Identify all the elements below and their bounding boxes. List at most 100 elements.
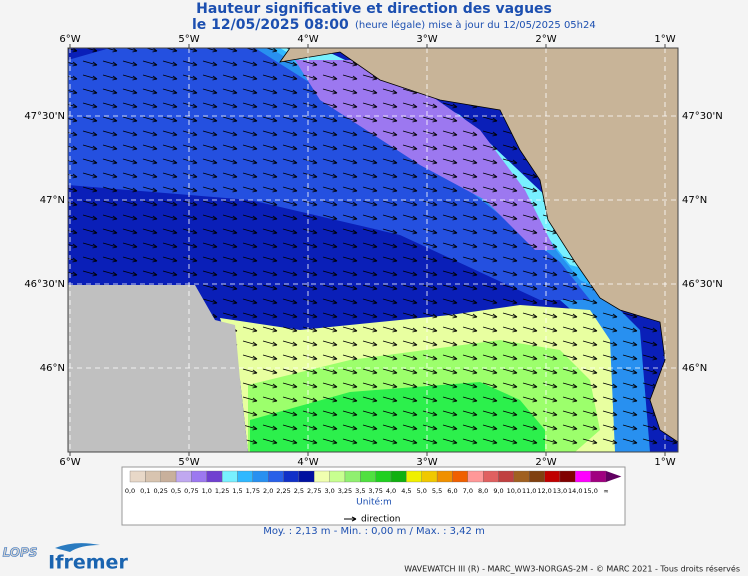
legend-swatch (421, 470, 438, 483)
legend-swatch (344, 470, 361, 483)
lon-label: 4°W (297, 457, 318, 468)
lon-label: 2°W (535, 457, 556, 468)
legend-label: 9,0 (493, 487, 503, 495)
legend-label: 1,5 (232, 487, 242, 495)
legend-label: 5,5 (432, 487, 442, 495)
legend-swatch (237, 470, 253, 483)
map-frame (67, 47, 679, 453)
legend-swatch (283, 470, 300, 483)
legend-swatch (160, 470, 177, 483)
legend-label: 4,5 (401, 487, 411, 495)
legend-label: 2,5 (294, 487, 304, 495)
no-data (68, 285, 248, 452)
title: Hauteur significative et direction des v… (196, 1, 552, 17)
legend-label: 0,75 (184, 487, 198, 495)
logo-ifremer: Ifremer (48, 552, 128, 574)
legend: 0,0 0,1 0,25 0,5 0,75 1,0 1,25 1,5 1,75 2,0 2,25 2,… (125, 470, 622, 495)
legend-swatch (252, 470, 269, 483)
lon-label: 6°W (59, 34, 80, 45)
legend-swatch (329, 470, 346, 483)
legend-label: 4,0 (386, 487, 396, 495)
ticks: 6°W 6°W 5°W 5°W 4°W 4°W 3°W 3°W 2°W 2°W 1°W 1°W 47°3… (24, 34, 722, 468)
legend-swatch (221, 470, 238, 483)
lat-label: 47°N (682, 195, 707, 206)
lat-label: 46°N (40, 363, 65, 374)
legend-swatch (268, 470, 284, 483)
legend-label: 3,0 (324, 487, 334, 495)
lat-label: 47°30'N (24, 111, 65, 122)
legend-label: 7,0 (463, 487, 473, 495)
lon-label: 3°W (416, 457, 437, 468)
direction-arrow-head (351, 516, 357, 522)
legend-swatch (191, 470, 207, 483)
legend-label: 2,25 (276, 487, 290, 495)
lat-label: 46°30'N (682, 279, 723, 290)
legend-swatch (175, 470, 192, 483)
logo-lops: LOPS (3, 546, 38, 560)
lat-label: 46°N (682, 363, 707, 374)
land (279, 48, 678, 443)
legend-swatch (145, 470, 161, 483)
legend-label: 1,25 (215, 487, 229, 495)
legend-label: 13,0 (553, 487, 567, 495)
legend-swatch (206, 470, 223, 483)
legend-swatch (483, 470, 499, 483)
legend-swatch (406, 470, 422, 483)
legend-swatch (498, 470, 515, 483)
lon-label: 6°W (59, 457, 80, 468)
legend-label: 3,75 (368, 487, 382, 495)
unit: Unité:m (356, 497, 392, 508)
legend-label: 15,0 (583, 487, 597, 495)
legend-label: 0,5 (171, 487, 181, 495)
legend-swatch (375, 470, 392, 483)
legend-label: 0,25 (153, 487, 167, 495)
legend-swatch (360, 470, 376, 483)
update: (heure légale) mise à jour du 12/05/2025… (355, 19, 596, 31)
legend-swatch (436, 470, 453, 483)
legend-label: 2,0 (263, 487, 273, 495)
legend-swatch (513, 470, 530, 483)
grid (68, 48, 678, 452)
lat-label: 46°30'N (24, 279, 65, 290)
legend-swatch (390, 470, 407, 483)
legend-swatch (314, 470, 330, 483)
legend-label: 6,0 (447, 487, 457, 495)
legend-label: 2,75 (307, 487, 321, 495)
legend-label: 11,0 (522, 487, 536, 495)
legend-arrow (606, 471, 622, 482)
date: le 12/05/2025 08:00 (192, 17, 349, 33)
legend-label: 3,5 (355, 487, 365, 495)
legend-swatch (298, 470, 315, 483)
legend-swatch (575, 470, 591, 483)
legend-label: 8,0 (478, 487, 488, 495)
direction-label: direction (361, 515, 400, 525)
legend-label: 0,1 (140, 487, 150, 495)
lon-label: 3°W (416, 34, 437, 45)
legend-label: 1,75 (246, 487, 260, 495)
map (68, 48, 678, 452)
lon-label: 1°W (654, 34, 675, 45)
legend-swatch (544, 470, 561, 483)
legend-swatch (467, 470, 484, 483)
legend-swatch (590, 470, 607, 483)
legend-swatch (129, 470, 146, 483)
lon-label: 2°W (535, 34, 556, 45)
legend-swatch (452, 470, 468, 483)
legend-label: 0,0 (125, 487, 135, 495)
stats: Moy. : 2,13 m - Min. : 0,00 m / Max. : 3… (263, 526, 485, 537)
legend-label: 5,0 (417, 487, 427, 495)
lat-label: 47°30'N (682, 111, 723, 122)
legend-swatch (529, 470, 545, 483)
legend-swatch (559, 470, 576, 483)
lon-label: 4°W (297, 34, 318, 45)
lon-label: 5°W (178, 457, 199, 468)
lon-label: 1°W (654, 457, 675, 468)
legend-label: 1,0 (202, 487, 212, 495)
lon-label: 5°W (178, 34, 199, 45)
legend-label: 3,25 (338, 487, 352, 495)
credits: WAVEWATCH III (R) - MARC_WW3-NORGAS-2M -… (404, 564, 740, 574)
legend-label: 12,0 (537, 487, 551, 495)
logo-fish (55, 543, 100, 552)
legend-label: ∞ (603, 487, 608, 495)
